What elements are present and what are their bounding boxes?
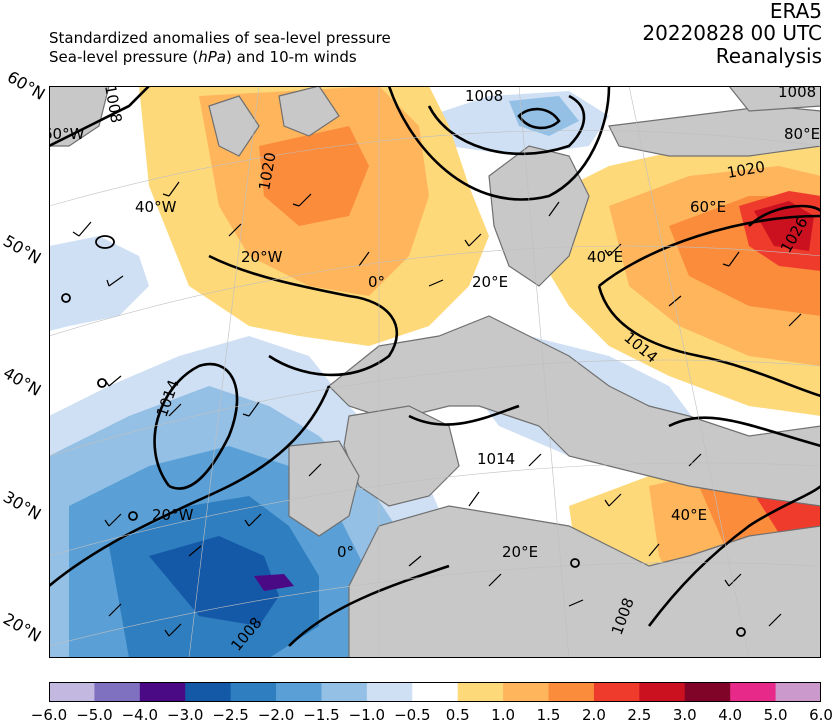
colorbar-tick-label: 1.0 (491, 706, 516, 724)
lon-label: 0° (368, 273, 385, 291)
lat-label: 40°N (0, 363, 45, 400)
contour-label: 1008 (465, 87, 503, 105)
wind-barbs (72, 181, 802, 637)
colorbar-swatch (230, 682, 277, 702)
lon-label: 60°W (49, 125, 85, 143)
lon-label: 20°E (502, 543, 538, 561)
colorbar-swatch (639, 682, 686, 702)
lat-label: 50°N (0, 231, 45, 268)
colorbar-swatch (775, 682, 821, 702)
colorbar-tick-label: −2.5 (212, 706, 249, 724)
colorbar-tick-label: −1.5 (303, 706, 340, 724)
colorbar-border (49, 682, 821, 702)
lon-labels-upper: 60°W 40°W 20°W 0° 20°E 40°E 60°E 80°E (49, 125, 820, 291)
graticule (49, 86, 821, 658)
lon-label: 40°W (135, 198, 177, 216)
colorbar-tick-label: −5.0 (76, 706, 113, 724)
colorbar-tick-label: 0.5 (445, 706, 470, 724)
datetime-label: 20220828 00 UTC (642, 21, 822, 45)
colorbar-tick-label: −6.0 (30, 706, 68, 724)
colorbar (49, 682, 821, 702)
lon-labels-lower: 20°W 0° 20°E 40°E (152, 506, 707, 561)
colorbar-tick-label: −2.0 (257, 706, 295, 724)
lon-label: 60°E (690, 198, 726, 216)
product-label: Reanalysis (715, 44, 822, 68)
colorbar-tick-label: −3.0 (167, 706, 204, 724)
lat-label: 30°N (0, 487, 45, 524)
title-line-2: Sea-level pressure (hPa) and 10-m winds (49, 48, 357, 66)
colorbar-swatch (321, 682, 368, 702)
colorbar-tick-label: −1.0 (348, 706, 386, 724)
contour-label: 1014 (477, 450, 515, 468)
colorbar-tick-label: 2.5 (627, 706, 652, 724)
colorbar-swatch (139, 682, 186, 702)
lon-label: 0° (337, 543, 354, 561)
colorbar-swatch (684, 682, 731, 702)
colorbar-tick-label: 4.0 (718, 706, 743, 724)
colorbar-tick-label: 6.0 (809, 706, 833, 724)
lon-label: 40°E (671, 506, 707, 524)
lat-label: 60°N (3, 67, 49, 104)
model-label: ERA5 (769, 0, 822, 23)
colorbar-tick-label: 1.5 (536, 706, 561, 724)
colorbar-swatch (457, 682, 504, 702)
colorbar-swatch (593, 682, 640, 702)
colorbar-swatch (94, 682, 141, 702)
colorbar-swatch (276, 682, 322, 702)
colorbar-swatch (548, 682, 595, 702)
lon-label: 40°E (587, 248, 623, 266)
land-masses (49, 86, 821, 658)
colorbar-tick-label: 3.0 (672, 706, 697, 724)
colorbar-swatch (366, 682, 413, 702)
contour-label: 1008 (778, 86, 816, 101)
colorbar-tick-label: 2.0 (582, 706, 606, 724)
colorbar-swatch (49, 682, 95, 702)
lon-label: 20°W (152, 506, 194, 524)
anomaly-map: 60°W 40°W 20°W 0° 20°E 40°E 60°E 80°E 20… (49, 86, 821, 658)
colorbar-tick-label: 5.0 (763, 706, 788, 724)
colorbar-swatch (412, 682, 459, 702)
title-line-1: Standardized anomalies of sea-level pres… (49, 29, 391, 47)
lat-label: 20°N (0, 609, 45, 646)
colorbar-tick-label: −4.0 (121, 706, 159, 724)
lon-label: 20°E (472, 273, 508, 291)
colorbar-swatch (503, 682, 550, 702)
colorbar-swatch (730, 682, 777, 702)
colorbar-tick-label: −0.5 (394, 706, 431, 724)
contour-closures (61, 235, 746, 637)
isobars (49, 86, 821, 647)
lon-label: 20°W (241, 248, 283, 266)
colorbar-swatch (185, 682, 232, 702)
lon-label: 80°E (784, 125, 820, 143)
